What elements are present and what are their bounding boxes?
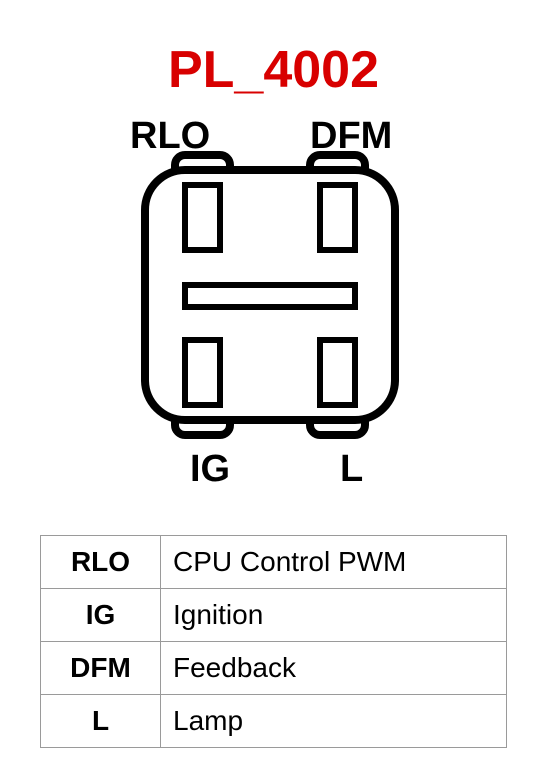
legend-desc: Feedback xyxy=(161,642,507,695)
connector-svg xyxy=(0,110,547,510)
legend-code: DFM xyxy=(41,642,161,695)
legend-code: IG xyxy=(41,589,161,642)
pin-label-top-left: RLO xyxy=(130,115,210,158)
pin-label-bot-left: IG xyxy=(190,448,230,491)
legend-code: L xyxy=(41,695,161,748)
legend-row: IGIgnition xyxy=(41,589,507,642)
pin-label-top-right: DFM xyxy=(310,115,392,158)
legend-row: LLamp xyxy=(41,695,507,748)
pin-label-bot-right: L xyxy=(340,448,363,491)
legend-desc: Ignition xyxy=(161,589,507,642)
legend-code: RLO xyxy=(41,536,161,589)
legend-desc: Lamp xyxy=(161,695,507,748)
connector-diagram: RLO DFM IG L xyxy=(0,110,547,510)
legend-row: DFMFeedback xyxy=(41,642,507,695)
legend-desc: CPU Control PWM xyxy=(161,536,507,589)
legend-table: RLOCPU Control PWMIGIgnitionDFMFeedbackL… xyxy=(40,535,507,748)
part-number-title: PL_4002 xyxy=(0,40,547,100)
legend-row: RLOCPU Control PWM xyxy=(41,536,507,589)
